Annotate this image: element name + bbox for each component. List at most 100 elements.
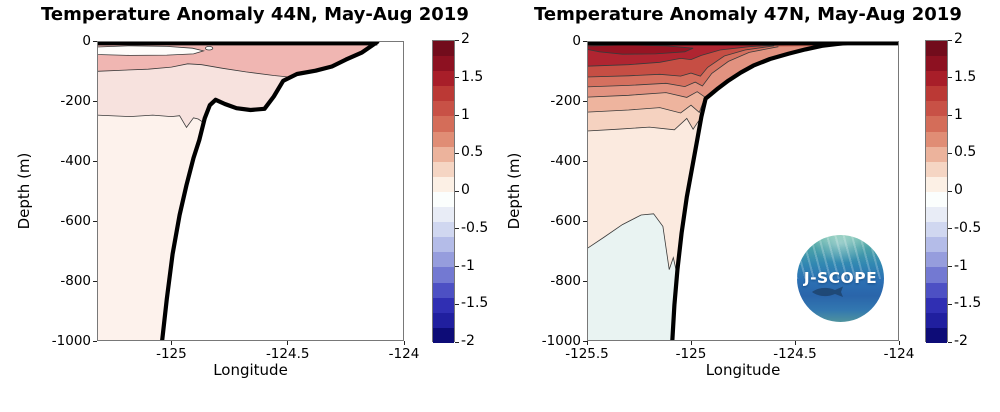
cb-tick-label: -0.5 xyxy=(461,219,489,236)
y-tick-label: -600 xyxy=(60,213,91,229)
colorbar-segment xyxy=(433,161,454,177)
colorbar-segment xyxy=(926,207,947,223)
colorbar-segment xyxy=(433,237,454,253)
x-tick-mark xyxy=(287,341,289,345)
plot-svg-0 xyxy=(97,41,404,341)
y-tick-label: -600 xyxy=(550,213,581,229)
y-tick-label: -800 xyxy=(60,273,91,289)
x-tick-mark xyxy=(794,341,796,345)
x-tick-label: -124 xyxy=(388,346,420,362)
colorbar-segment xyxy=(433,312,454,328)
y-tick-mark xyxy=(93,100,97,102)
cb-tick-label: -1 xyxy=(954,257,968,274)
cb-tick-mark xyxy=(455,39,459,41)
colorbar-segment xyxy=(433,131,454,147)
colorbar-segment xyxy=(926,41,947,57)
plot-svg-1 xyxy=(587,41,899,341)
cb-tick-mark xyxy=(455,190,459,192)
x-axis-label: Longitude xyxy=(213,361,288,379)
panel-44n: Temperature Anomaly 44N, May-Aug 2019 De… xyxy=(15,4,489,379)
cb-tick-mark xyxy=(455,341,459,343)
y-tick-mark xyxy=(583,280,587,282)
y-tick-label: -800 xyxy=(550,273,581,289)
colorbar-segment xyxy=(926,267,947,283)
colorbar-segment xyxy=(433,86,454,102)
x-tick-mark xyxy=(403,341,405,345)
colorbar-segment xyxy=(926,131,947,147)
y-tick-mark xyxy=(583,160,587,162)
cb-tick-label: 1 xyxy=(954,106,963,123)
colorbar-segment xyxy=(926,312,947,328)
cb-tick-label: -1.5 xyxy=(461,295,489,312)
fish-icon xyxy=(811,286,843,297)
x-tick-label: -125 xyxy=(156,346,187,362)
colorbar-segment xyxy=(926,282,947,298)
y-tick-mark xyxy=(93,160,97,162)
y-tick-label: -200 xyxy=(60,93,91,109)
colorbar-segment xyxy=(433,222,454,238)
y-tick-mark xyxy=(93,220,97,222)
cb-tick-mark xyxy=(455,77,459,79)
colorbar-segment xyxy=(926,86,947,102)
colorbar-segment xyxy=(926,237,947,253)
cb-tick-mark xyxy=(455,152,459,154)
y-tick-label: -1000 xyxy=(51,333,91,349)
colorbar-segment xyxy=(433,101,454,117)
colorbar-segment xyxy=(433,327,454,343)
jscope-logo-text: J-SCOPE xyxy=(803,268,878,287)
cb-tick-mark xyxy=(948,228,952,230)
colorbar-segment xyxy=(926,146,947,162)
y-tick-mark xyxy=(583,340,587,342)
colorbar-segment xyxy=(926,252,947,268)
x-tick-label: -124.5 xyxy=(265,346,310,362)
colorbar-segment xyxy=(433,41,454,57)
cb-tick-label: -1.5 xyxy=(954,295,982,312)
cb-tick-label: -1 xyxy=(461,257,475,274)
y-tick-label: -200 xyxy=(550,93,581,109)
colorbar-segment xyxy=(926,327,947,343)
chart-title-47n: Temperature Anomaly 47N, May-Aug 2019 xyxy=(534,4,962,25)
cb-tick-label: 0.5 xyxy=(461,144,484,161)
colorbar-segment xyxy=(926,176,947,192)
y-axis-label: Depth (m) xyxy=(505,152,523,230)
y-tick-mark xyxy=(93,340,97,342)
colorbar-segment xyxy=(926,71,947,87)
colorbar-segment xyxy=(926,56,947,72)
x-tick-label: -124 xyxy=(883,346,915,362)
cb-tick-mark xyxy=(948,190,952,192)
y-tick-mark xyxy=(583,40,587,42)
colorbar xyxy=(432,40,455,343)
colorbar-segment xyxy=(433,116,454,132)
cb-tick-mark xyxy=(455,228,459,230)
colorbar-segment xyxy=(926,101,947,117)
y-tick-label: 0 xyxy=(572,33,581,49)
cb-tick-label: 2 xyxy=(461,31,470,47)
x-tick-label: -125.5 xyxy=(565,346,609,362)
x-axis-label: Longitude xyxy=(705,361,781,379)
panel-47n: Temperature Anomaly 47N, May-Aug 2019 De… xyxy=(500,0,1000,412)
cb-tick-label: -2 xyxy=(461,333,475,349)
plot-area-44n xyxy=(97,41,404,341)
cb-tick-label: 0 xyxy=(461,182,470,198)
colorbar xyxy=(925,40,948,343)
x-tick-mark xyxy=(170,341,172,345)
jscope-logo: J-SCOPE xyxy=(797,235,884,322)
y-tick-mark xyxy=(93,280,97,282)
x-tick-label: -125 xyxy=(675,346,707,362)
cb-tick-label: -2 xyxy=(954,333,968,349)
chart-title-44n: Temperature Anomaly 44N, May-Aug 2019 xyxy=(41,4,469,25)
cb-tick-mark xyxy=(948,341,952,343)
cb-tick-mark xyxy=(455,303,459,305)
y-tick-mark xyxy=(93,40,97,42)
x-tick-mark xyxy=(898,341,900,345)
y-tick-mark xyxy=(583,220,587,222)
y-tick-label: -400 xyxy=(60,153,91,169)
x-tick-mark xyxy=(690,341,692,345)
colorbar-segment xyxy=(926,297,947,313)
plot-area-47n xyxy=(587,41,899,341)
cb-tick-mark xyxy=(455,266,459,267)
colorbar-segment xyxy=(433,282,454,298)
cb-tick-label: 1.5 xyxy=(954,68,977,85)
colorbar-segment xyxy=(926,116,947,132)
